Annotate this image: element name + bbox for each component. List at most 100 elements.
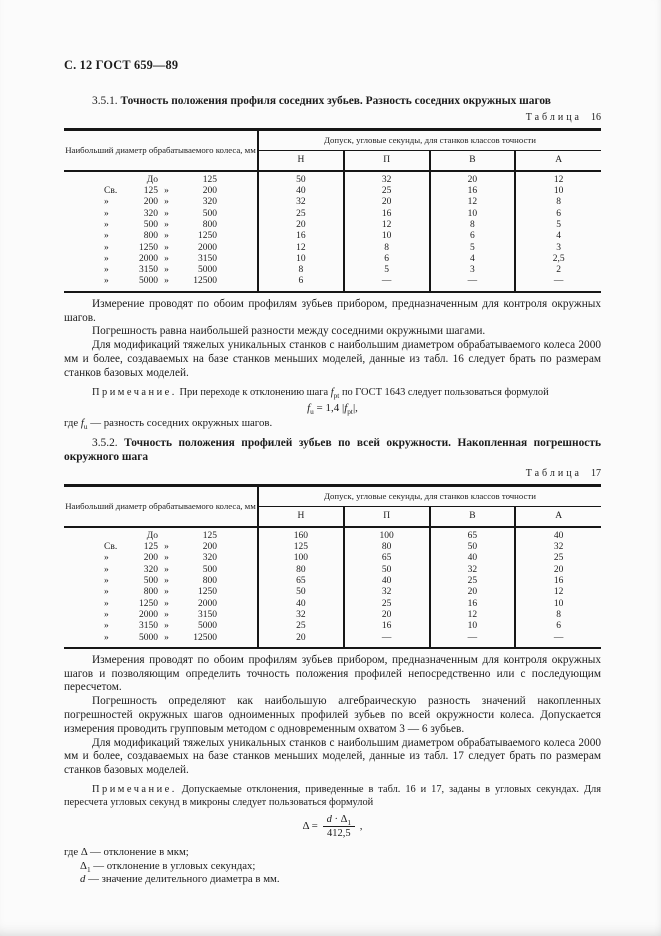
range-upper: 2000 [198, 242, 217, 253]
range-lower: До [146, 530, 158, 541]
range-lower: 2000 [139, 609, 158, 620]
paragraph: Измерение проводят по обоим профилям зуб… [64, 297, 601, 324]
tolerance-value-p: 10 [342, 231, 430, 243]
range-lower: 1250 [139, 598, 158, 609]
table-row: » 1250 » 2000 40 25 16 10 [64, 598, 601, 610]
range-upper: 3150 [198, 253, 217, 264]
range-lower: 320 [143, 564, 158, 575]
table-row: » 1250 » 2000 12 8 5 3 [64, 242, 601, 254]
diameter-range-cell: » 320 » 500 [64, 565, 258, 576]
table-row: » 320 » 500 25 16 10 6 [64, 208, 601, 220]
table-row: » 3150 » 5000 25 16 10 6 [64, 621, 601, 633]
formula-lhs: Δ = [302, 820, 321, 833]
diameter-column-header: Наибольший диаметр обрабатываемого колес… [65, 501, 256, 512]
range-upper: 500 [202, 564, 217, 575]
range-upper: 800 [202, 219, 217, 230]
tolerance-value-a: — [514, 632, 601, 648]
where-text: где [64, 846, 81, 859]
table16-label: Таблица 16 [64, 112, 601, 123]
range-separator: » [164, 276, 169, 287]
formula-var-d: d [80, 873, 86, 886]
diameter-range-cell: » 800 » 1250 [64, 231, 258, 242]
range-separator: » [164, 632, 169, 643]
range-lower: 125 [143, 542, 158, 553]
tolerance-value-n: 125 [257, 542, 344, 554]
range-lower: 800 [143, 231, 158, 242]
table-row: Св. 125 » 200 125 80 50 32 [64, 542, 601, 554]
formula-var-fu: f [80, 416, 84, 429]
class-header-a: А [514, 150, 601, 171]
tolerance-value-n: 32 [257, 197, 344, 209]
range-upper: 200 [202, 186, 217, 197]
fraction-numerator: d · Δ1 [322, 814, 356, 828]
tolerance-value-p: 32 [342, 170, 430, 187]
range-separator: » [164, 265, 169, 276]
paragraph: Для модификаций тяжелых уникальных станк… [64, 736, 601, 777]
table-17: Наибольший диаметр обрабатываемого колес… [64, 483, 601, 649]
table-17-body: До 125 160 100 65 40 Св. 125» 200 125 80 50… [64, 526, 601, 648]
formula-subscript: pt [347, 406, 353, 416]
tolerance-value-a: 12 [514, 170, 601, 187]
tolerance-value-a: 25 [514, 553, 601, 565]
tolerance-value-p: 100 [342, 526, 430, 543]
tolerance-value-n: 16 [257, 231, 344, 243]
table-17-header: Наибольший диаметр обрабатываемого колес… [64, 485, 601, 527]
where-line-delta: где Δ — отклонение в мкм; [64, 846, 601, 860]
text-after-table16: Измерение проводят по обоим профилям зуб… [64, 298, 601, 381]
diameter-range-cell: » 5000 » 12500 [64, 276, 258, 291]
range-prefix: » [104, 231, 109, 242]
class-header-n: Н [257, 506, 344, 527]
table-row: » 2000 » 3150 32 20 12 8 [64, 609, 601, 622]
formula-subscript: u [310, 406, 314, 416]
tolerance-value-n: 20 [257, 219, 344, 232]
tolerance-span-header: Допуск, угловые секунды, для станков кла… [257, 485, 601, 507]
tolerance-value-p: 12 [342, 219, 430, 232]
table-label-word: Таблица [525, 111, 582, 123]
table-16: Наибольший диаметр обрабатываемого колес… [64, 127, 601, 293]
tolerance-value-n: 25 [257, 621, 344, 633]
table-row: » 2000 » 3150 10 6 4 2,5 [64, 253, 601, 266]
diameter-range-cell: » 5000 » 12500 [64, 633, 258, 648]
tolerance-value-n: 8 [257, 265, 344, 277]
range-lower: 500 [143, 576, 158, 587]
tolerance-value-p: — [342, 276, 430, 292]
table-row: » 200 » 320 32 20 12 8 [64, 197, 601, 209]
diameter-range-cell: » 200 » 320 [64, 197, 258, 208]
fraction-denominator: 412,5 [327, 828, 351, 840]
tolerance-value-v: 32 [428, 564, 516, 577]
text-after-table17: Измерения проводят по обоим профилям зуб… [64, 654, 601, 778]
table-row: » 800 » 1250 16 10 6 4 [64, 231, 601, 243]
section-number: 3.5.1. [92, 95, 118, 107]
tolerance-value-a: 8 [514, 609, 601, 622]
range-upper: 200 [202, 542, 217, 553]
formula-tail: , [357, 820, 363, 833]
where-line-d: d — значение делительного диаметра в мм. [64, 873, 601, 887]
range-upper: 2000 [198, 598, 217, 609]
tolerance-value-p: 8 [342, 242, 430, 254]
table-header-row: Наибольший диаметр обрабатываемого колес… [64, 129, 601, 155]
range-lower: 320 [143, 208, 158, 219]
table-row: » 3150 » 5000 8 5 3 2 [64, 265, 601, 277]
range-lower: До [146, 174, 158, 185]
tolerance-value-a: 16 [514, 576, 601, 588]
diameter-range-cell: » 800 » 1250 [64, 587, 258, 598]
table-row: » 5000 » 12500 6 — — — [64, 276, 601, 292]
range-lower: 3150 [139, 621, 158, 632]
range-upper: 125 [202, 530, 217, 541]
tolerance-value-a: 3 [514, 242, 601, 254]
range-upper: 320 [202, 553, 217, 564]
note-1: Примечание. При переходе к отклонению ша… [64, 386, 601, 399]
range-separator: » [164, 542, 169, 553]
tolerance-value-v: 3 [428, 265, 516, 277]
tolerance-value-p: 5 [342, 265, 430, 277]
tolerance-value-n: 65 [257, 576, 344, 588]
tolerance-value-n: 50 [257, 587, 344, 599]
range-prefix: » [104, 587, 109, 598]
range-separator: » [164, 219, 169, 230]
tolerance-value-p: 16 [342, 621, 430, 633]
tolerance-value-v: 20 [428, 170, 516, 187]
tolerance-value-v: 5 [428, 242, 516, 254]
tolerance-value-a: 2 [514, 265, 601, 277]
range-prefix: Св. [104, 186, 118, 197]
